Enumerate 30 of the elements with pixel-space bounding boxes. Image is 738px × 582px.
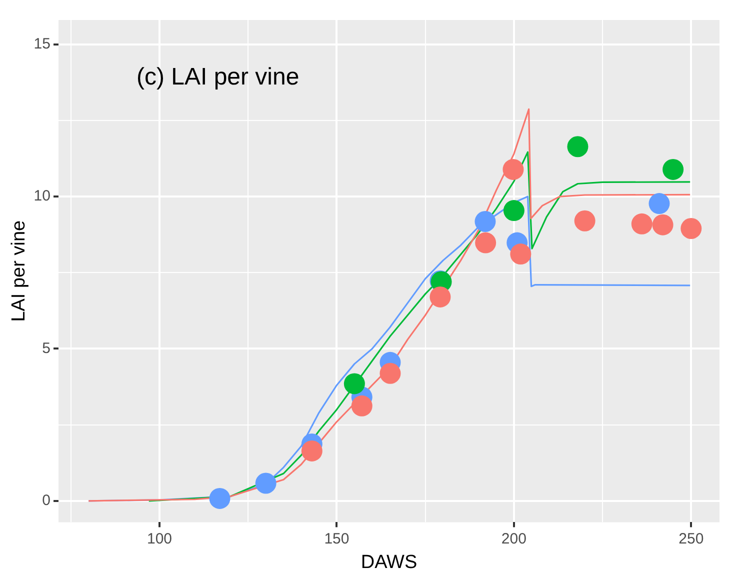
point: [474, 210, 496, 232]
point: [652, 214, 674, 236]
x-tick-label: 100: [146, 530, 172, 548]
point: [301, 440, 322, 462]
point: [567, 136, 588, 158]
point: [209, 488, 230, 509]
point: [351, 395, 372, 416]
text: (c) LAI per vine: [136, 64, 300, 91]
y-tick-label: 15: [34, 35, 50, 52]
point: [255, 472, 276, 494]
point: [631, 213, 652, 234]
point: [430, 286, 451, 308]
point: [510, 244, 532, 265]
y-tick-label: 0: [42, 492, 50, 510]
x-tick-label: 200: [501, 530, 526, 548]
point: [680, 218, 702, 239]
point: [380, 362, 401, 384]
y-tick-label: 10: [34, 188, 50, 205]
point: [475, 232, 496, 254]
point: [662, 158, 684, 180]
x-axis-title: DAWS: [360, 552, 418, 573]
point: [344, 373, 365, 394]
point: [574, 210, 596, 232]
point: [502, 158, 524, 180]
point: [648, 193, 670, 214]
y-axis-title: LAI per vine: [8, 220, 30, 322]
point: [503, 200, 524, 222]
x-tick-label: 250: [678, 530, 704, 548]
y-tick-label: 5: [42, 340, 50, 357]
x-tick-label: 150: [324, 530, 350, 548]
